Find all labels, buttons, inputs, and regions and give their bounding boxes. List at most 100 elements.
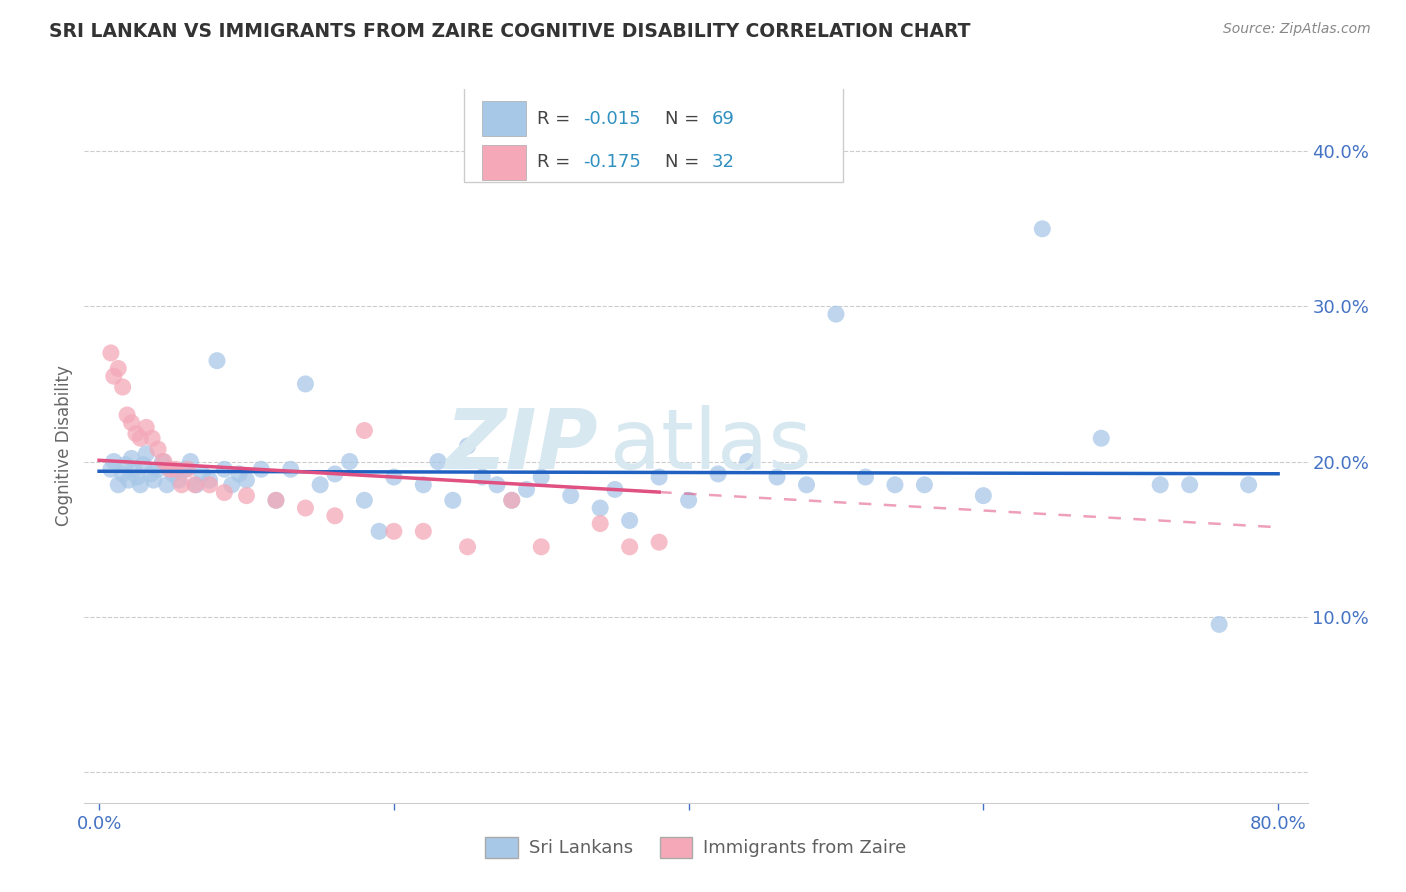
Point [382,470,405,484]
Point [173,462,195,476]
Point [884,477,907,491]
Point [111,380,134,394]
Point [382,524,405,539]
Point [142,473,165,487]
Point [100,346,122,360]
Point [1208,617,1230,632]
Legend: Sri Lankans, Immigrants from Zaire: Sri Lankans, Immigrants from Zaire [478,830,914,865]
Point [427,454,450,468]
Point [205,353,228,368]
Point [309,477,332,491]
Text: atlas: atlas [610,406,813,486]
Point [825,307,848,321]
Point [127,470,149,484]
Point [619,540,641,554]
Point [129,477,152,491]
Point [162,467,184,481]
Text: 69: 69 [711,110,735,128]
Point [1031,222,1053,236]
Point [132,458,155,472]
Point [1178,477,1201,491]
Point [111,467,134,481]
Point [146,442,169,456]
Point [228,467,250,481]
Point [530,470,553,484]
Point [501,493,523,508]
Point [323,467,346,481]
Y-axis label: Cognitive Disability: Cognitive Disability [55,366,73,526]
Point [280,462,302,476]
Text: Source: ZipAtlas.com: Source: ZipAtlas.com [1223,22,1371,37]
Point [167,473,190,487]
Point [589,516,612,531]
Point [619,513,641,527]
Point [485,477,508,491]
Point [471,470,494,484]
Point [648,470,671,484]
Point [1090,431,1112,445]
Text: SRI LANKAN VS IMMIGRANTS FROM ZAIRE COGNITIVE DISABILITY CORRELATION CHART: SRI LANKAN VS IMMIGRANTS FROM ZAIRE COGN… [49,22,970,41]
Text: R =: R = [537,153,576,171]
Point [191,467,214,481]
Point [855,470,877,484]
Point [153,454,176,468]
Point [515,483,537,497]
Point [412,477,434,491]
Point [103,454,125,468]
FancyBboxPatch shape [482,145,526,180]
Point [107,361,129,376]
Point [323,508,346,523]
Point [339,454,361,468]
Point [264,493,287,508]
Point [603,483,626,497]
Point [678,493,700,508]
Point [235,473,257,487]
Point [457,439,479,453]
Text: N =: N = [665,110,706,128]
Point [737,454,759,468]
Point [560,489,582,503]
Point [368,524,391,539]
Point [912,477,935,491]
Point [165,462,187,476]
Point [235,489,257,503]
Point [198,473,221,487]
Point [412,524,434,539]
Point [146,462,169,476]
Point [214,485,236,500]
Point [972,489,994,503]
Point [353,493,375,508]
Text: N =: N = [665,153,706,171]
Point [250,462,273,476]
Point [707,467,730,481]
Point [129,431,152,445]
Point [1149,477,1171,491]
Point [530,540,553,554]
Point [117,473,139,487]
Point [501,493,523,508]
Point [766,470,789,484]
Point [221,477,243,491]
Point [648,535,671,549]
Point [103,369,125,384]
Text: 32: 32 [711,153,735,171]
Point [156,477,179,491]
FancyBboxPatch shape [464,86,842,182]
Point [135,420,157,434]
Point [125,426,148,441]
Text: -0.175: -0.175 [583,153,641,171]
Text: R =: R = [537,110,576,128]
Point [186,477,208,491]
Text: ZIP: ZIP [446,406,598,486]
Point [141,431,163,445]
Point [121,451,143,466]
Text: -0.015: -0.015 [583,110,641,128]
Point [353,424,375,438]
Point [198,477,221,491]
Point [170,477,193,491]
Point [176,462,198,476]
Point [179,454,201,468]
Point [796,477,818,491]
Point [100,462,122,476]
Point [441,493,464,508]
